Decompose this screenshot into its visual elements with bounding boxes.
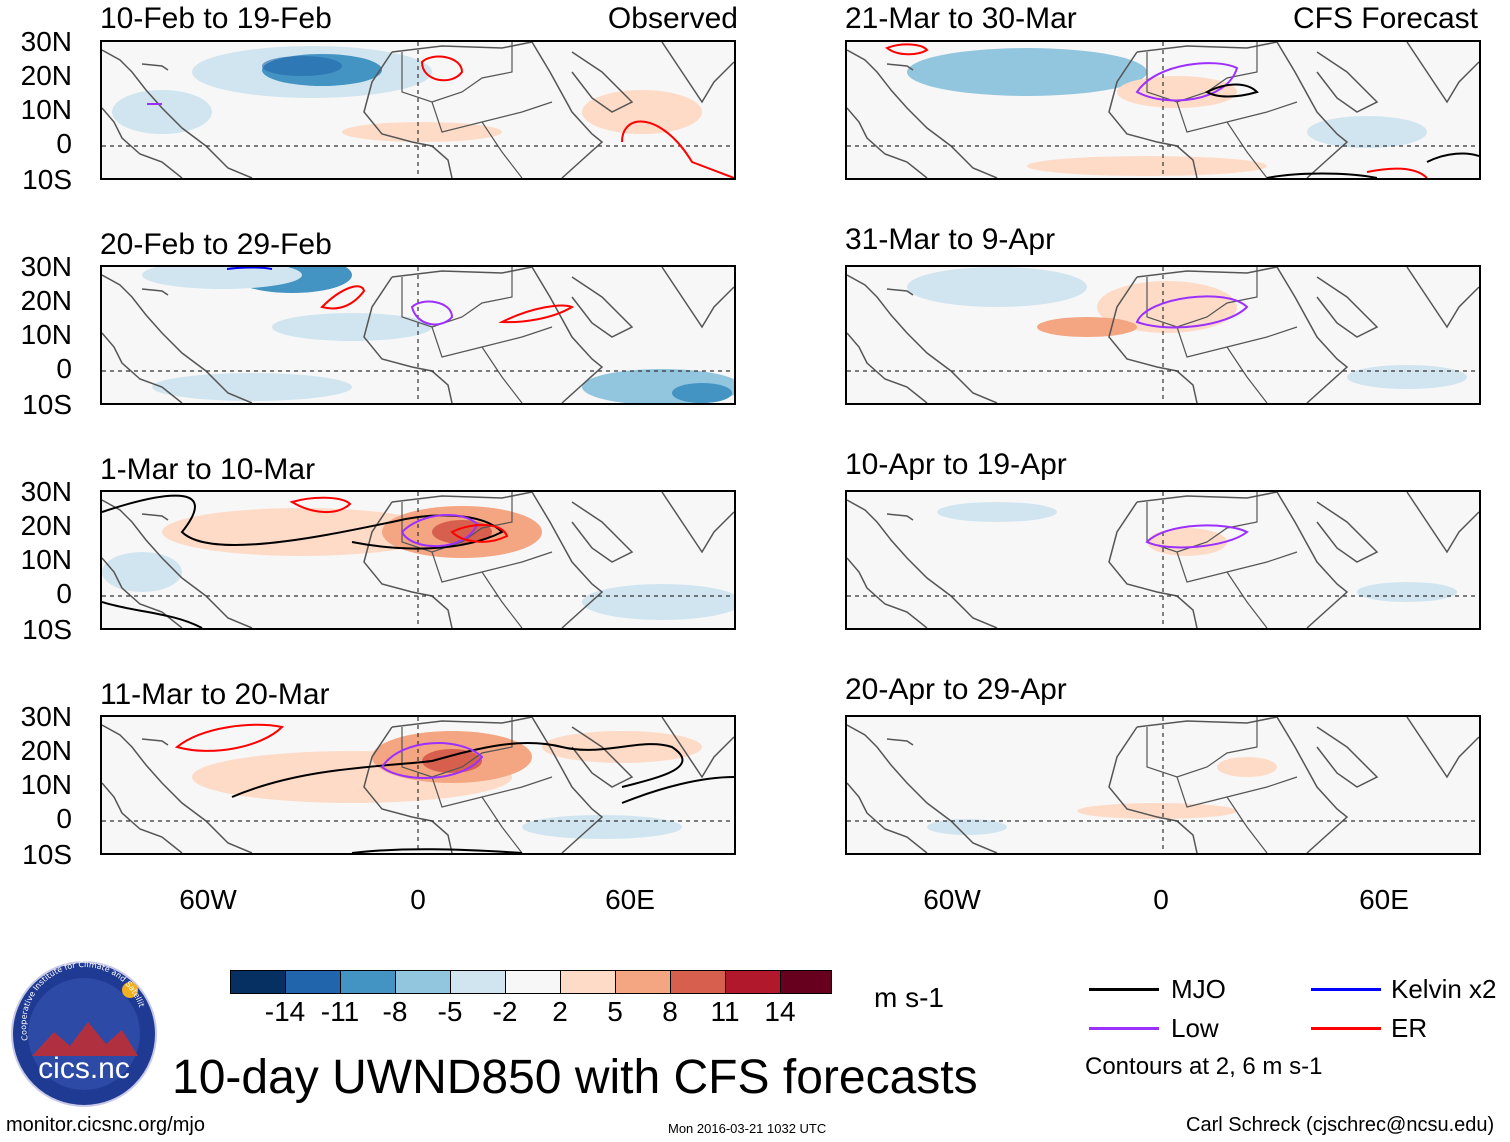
legend-swatch-low [1089, 1027, 1159, 1030]
colorbar-swatch [780, 970, 832, 994]
y-tick-label: 0 [56, 353, 72, 384]
y-tick-label: 30N [20, 476, 72, 507]
colorbar-swatch [560, 970, 616, 994]
panel-date-forecast-4: 20-Apr to 29-Apr [845, 673, 1067, 706]
footer-author: Carl Schreck (cjschrec@ncsu.edu) [1186, 1114, 1495, 1136]
y-tick-label: 20N [20, 285, 72, 316]
colorbar-label: -14 [264, 996, 306, 1027]
map-panel-observed-2 [100, 265, 736, 405]
footer-timestamp: Mon 2016-03-21 1032 UTC [668, 1121, 827, 1136]
colorbar-swatch [340, 970, 396, 994]
panel-date-observed-1: 10-Feb to 19-Feb [100, 2, 332, 35]
x-tick-label: 0 [410, 884, 426, 915]
colorbar-swatch [615, 970, 671, 994]
forecast-header: CFS Forecast [1292, 2, 1478, 35]
y-tick-label: 0 [56, 128, 72, 159]
colorbar-label: -2 [492, 996, 518, 1027]
legend-label-er: ER [1391, 1013, 1428, 1043]
panel-date-observed-3: 1-Mar to 10-Mar [100, 453, 316, 486]
legend-note: Contours at 2, 6 m s-1 [1085, 1053, 1323, 1080]
map-panel-forecast-2 [845, 265, 1481, 405]
main-title: 10-day UWND850 with CFS forecasts [172, 1051, 978, 1104]
logo-text: cics.nc [38, 1052, 130, 1085]
colorbar: -14 -11 -8 -5 -2 2 5 8 11 14 [230, 970, 832, 1030]
legend-label-low: Low [1171, 1013, 1219, 1043]
x-tick-label: 0 [1153, 884, 1169, 915]
colorbar-swatch [285, 970, 341, 994]
map-panel-forecast-4 [845, 715, 1481, 855]
map-panel-forecast-1 [845, 40, 1481, 180]
colorbar-label: -11 [320, 996, 360, 1027]
map-panel-observed-3 [100, 490, 736, 630]
panel-date-forecast-1: 21-Mar to 30-Mar [845, 2, 1077, 35]
colorbar-unit: m s-1 [874, 982, 944, 1013]
y-tick-label: 0 [56, 803, 72, 834]
x-tick-label: 60E [1359, 884, 1409, 915]
y-tick-label: 10N [20, 319, 72, 350]
colorbar-label: -8 [382, 996, 408, 1027]
map-panel-observed-1 [100, 40, 736, 180]
colorbar-label: 14 [764, 996, 796, 1027]
colorbar-swatch [395, 970, 451, 994]
y-tick-label: 30N [20, 251, 72, 282]
colorbar-swatch [670, 970, 726, 994]
colorbar-label: 11 [710, 996, 740, 1027]
panel-date-forecast-3: 10-Apr to 19-Apr [845, 448, 1067, 481]
y-tick-label: 30N [20, 26, 72, 57]
y-tick-label: 10S [22, 614, 72, 645]
y-tick-label: 20N [20, 510, 72, 541]
y-tick-label: 10N [20, 769, 72, 800]
colorbar-label: 5 [607, 996, 623, 1027]
y-tick-label: 0 [56, 578, 72, 609]
y-tick-label: 20N [20, 60, 72, 91]
colorbar-swatch [230, 970, 286, 994]
y-tick-label: 10S [22, 389, 72, 420]
y-tick-label: 30N [20, 701, 72, 732]
legend-swatch-er [1311, 1027, 1381, 1030]
legend-label-mjo: MJO [1171, 974, 1226, 1004]
legend-label-kelvin: Kelvin x2 [1391, 974, 1497, 1004]
y-tick-label: 20N [20, 735, 72, 766]
observed-header: Observed [607, 2, 738, 35]
colorbar-swatch [725, 970, 781, 994]
cics-logo: Cooperative Institute for Climate and Sa… [8, 953, 158, 1108]
map-panel-forecast-3 [845, 490, 1481, 630]
colorbar-swatch [450, 970, 506, 994]
y-tick-label: 10N [20, 94, 72, 125]
panel-date-observed-2: 20-Feb to 29-Feb [100, 228, 332, 261]
legend-swatch-mjo [1089, 988, 1159, 991]
map-panel-observed-4 [100, 715, 736, 855]
y-tick-label: 10S [22, 164, 72, 195]
footer-url[interactable]: monitor.cicsnc.org/mjo [6, 1114, 205, 1136]
x-tick-label: 60W [179, 884, 237, 915]
x-tick-label: 60W [923, 884, 981, 915]
panel-date-forecast-2: 31-Mar to 9-Apr [845, 223, 1056, 256]
panel-date-observed-4: 11-Mar to 20-Mar [100, 678, 330, 711]
colorbar-label: 8 [662, 996, 678, 1027]
legend-swatch-kelvin [1311, 988, 1381, 991]
y-tick-label: 10N [20, 544, 72, 575]
x-tick-label: 60E [605, 884, 655, 915]
colorbar-label: 2 [552, 996, 568, 1027]
colorbar-swatch [505, 970, 561, 994]
y-tick-label: 10S [22, 839, 72, 870]
legend: MJO Kelvin x2 Low ER Contours at 2, 6 m … [1085, 972, 1505, 1082]
colorbar-label: -5 [437, 996, 463, 1027]
